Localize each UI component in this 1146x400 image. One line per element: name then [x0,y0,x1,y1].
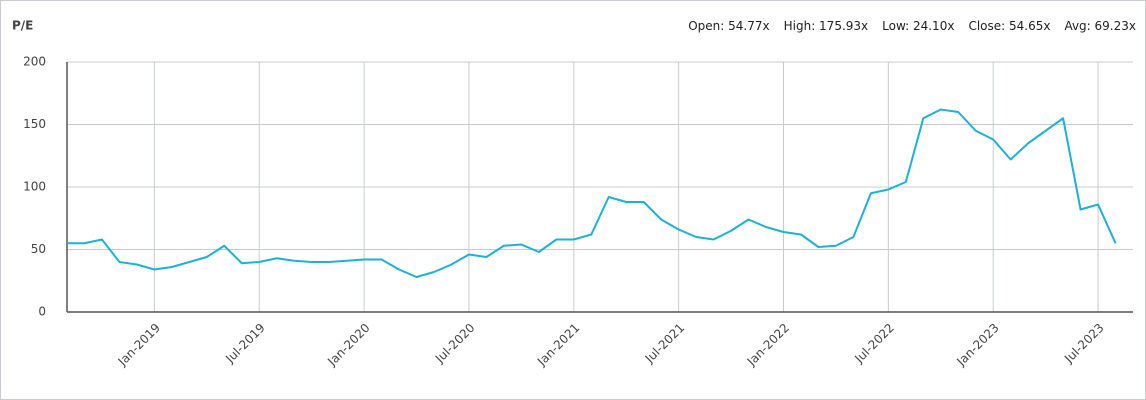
y-tick-label: 100 [23,180,46,194]
y-tick-label: 50 [31,242,46,256]
stat: Close: 54.65x [968,19,1050,33]
stat: Avg: 69.23x [1064,19,1136,33]
stat: Low: 24.10x [882,19,954,33]
chart-title: P/E [12,19,33,33]
y-tick-label: 200 [23,55,46,69]
y-tick-label: 0 [38,305,46,319]
stat: High: 175.93x [784,19,869,33]
line [67,108,1117,278]
stat: Open: 54.77x [688,19,769,33]
stats: Open: 54.77x High: 175.93x Low: 24.10x Clos… [688,19,1136,33]
y-tick-label: 150 [23,117,46,131]
